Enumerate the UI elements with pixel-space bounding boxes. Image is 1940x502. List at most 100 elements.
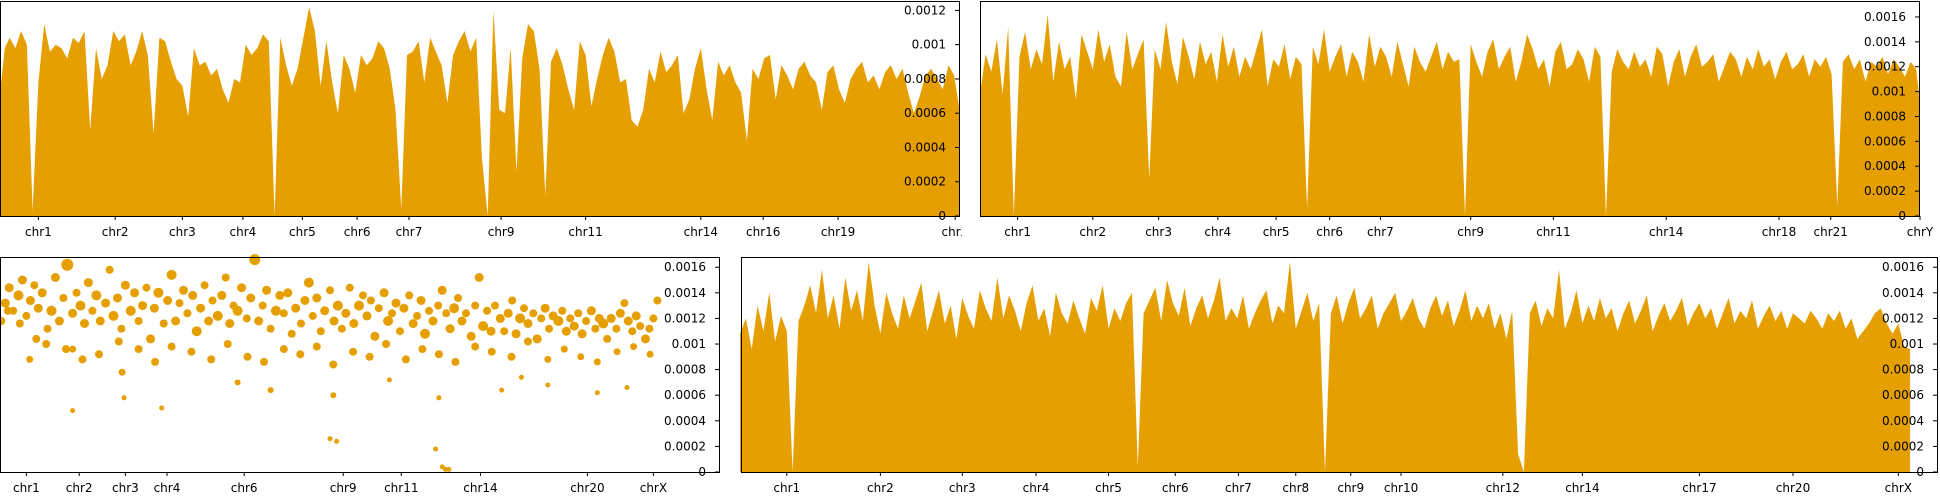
scatter-point [445, 324, 455, 334]
scatter-point [366, 296, 375, 305]
scatter-point [574, 309, 583, 318]
scatter-point [349, 347, 358, 356]
scatter-point [187, 347, 196, 356]
x-tick-label: chr14 [1565, 481, 1599, 495]
scatter-point [591, 324, 600, 333]
scatter-point [33, 303, 43, 313]
coverage-area-chart-bottom-right: 0 0.0002 0.0004 0.0006 0.0008 0.001 0.0012 0.00… [740, 252, 1940, 502]
scatter-point [545, 324, 554, 333]
x-tick-label: chr20 [570, 481, 604, 495]
plot-frame [980, 1, 1920, 217]
scatter-point [442, 309, 451, 318]
scatter-point [354, 300, 364, 311]
y-tick-label: 0.0002 [1882, 439, 1924, 453]
scatter-point [95, 350, 103, 359]
scatter-point [425, 306, 433, 315]
scatter-point [649, 314, 658, 323]
coverage-area [740, 262, 1910, 472]
y-tick-label: 0 [698, 465, 706, 479]
scatter-point [3, 306, 12, 315]
x-tick-label: chr11 [384, 481, 418, 495]
scatter-point [212, 310, 223, 321]
scatter-point [0, 317, 6, 325]
scatter-point [225, 319, 235, 328]
scatter-point [561, 326, 571, 336]
scatter-point [624, 385, 630, 390]
plot-frame [0, 257, 720, 473]
scatter-point [242, 314, 251, 323]
x-tick-label: chr3 [1145, 225, 1172, 239]
scatter-point [246, 293, 256, 303]
scatter-point [483, 306, 492, 315]
scatter-point [532, 334, 542, 344]
y-tick-label: 0.0006 [1864, 134, 1906, 148]
x-tick-label: chr4 [154, 481, 181, 495]
x-tick-label: chr14 [684, 225, 718, 239]
y-tick-label: 0 [938, 209, 946, 223]
scatter-point [149, 303, 159, 313]
scatter-point [204, 316, 214, 326]
x-tick-label: chr3 [949, 481, 976, 495]
x-tick-label: chr6 [1162, 481, 1189, 495]
scatter-point [613, 348, 621, 356]
scatter-point [577, 329, 587, 339]
y-tick-label: 0.001 [1872, 85, 1906, 99]
scatter-point [620, 299, 629, 308]
y-tick-label: 0.0006 [904, 106, 946, 120]
scatter-point [511, 329, 521, 339]
scatter-point [300, 296, 310, 305]
y-tick-label: 0.0016 [1864, 10, 1906, 24]
y-tick-label: 0.0008 [904, 72, 946, 86]
scatter-point [401, 355, 410, 364]
x-tick-label: chr1 [773, 481, 800, 495]
chart-svg: 0 0.0002 0.0004 0.0006 0.0008 0.001 0.0012 chr1… [0, 1, 962, 239]
plot-frame [0, 1, 960, 217]
scatter-point [61, 258, 74, 271]
scatter-point [69, 345, 77, 353]
scatter-point [428, 316, 438, 326]
scatter-point [382, 340, 391, 348]
scatter-point [545, 382, 551, 388]
scatter-point [130, 288, 140, 298]
scatter-point [153, 287, 164, 298]
scatter-point [151, 357, 160, 366]
scatter-point [4, 283, 14, 293]
scatter-point [418, 345, 427, 354]
scatter-point [200, 281, 209, 290]
scatter-point [232, 305, 243, 316]
coverage-area-chart-top-left: 0 0.0002 0.0004 0.0006 0.0008 0.001 0.0012 chr1… [0, 0, 962, 252]
x-tick-label: chr9 [330, 481, 357, 495]
scatter-point [88, 306, 97, 315]
scatter-point [78, 355, 87, 364]
scatter-point [520, 304, 528, 313]
scatter-point [454, 294, 462, 302]
scatter-point [379, 288, 389, 298]
y-tick-label: 0.0016 [664, 260, 706, 274]
scatter-point [374, 304, 383, 313]
coverage-area [0, 7, 960, 216]
x-tick-label: chr1 [1004, 225, 1031, 239]
scatter-point [30, 281, 39, 290]
y-tick-label: 0.0008 [1882, 363, 1924, 377]
scatter-point [270, 305, 281, 316]
scatter-point [449, 303, 460, 314]
scatter-point [166, 269, 177, 280]
scatter-point [537, 314, 546, 323]
scatter-point [433, 446, 439, 452]
scatter-point [326, 286, 334, 295]
scatter-point [408, 319, 418, 328]
scatter-point [436, 395, 442, 401]
y-tick-label: 0.001 [912, 38, 946, 52]
scatter-point [391, 298, 401, 308]
scatter-point [566, 314, 575, 323]
y-tick-label: 0 [1916, 465, 1924, 479]
scatter-point [451, 357, 460, 366]
x-tick-label: chr5 [1263, 225, 1290, 239]
scatter-point [495, 313, 505, 323]
scatter-point [641, 334, 650, 344]
x-tick-label: chr4 [229, 225, 256, 239]
x-tick-label: chr21 [1813, 225, 1847, 239]
y-tick-label: 0.0004 [664, 414, 706, 428]
scatter-point [120, 280, 130, 290]
scatter-point [508, 296, 517, 305]
